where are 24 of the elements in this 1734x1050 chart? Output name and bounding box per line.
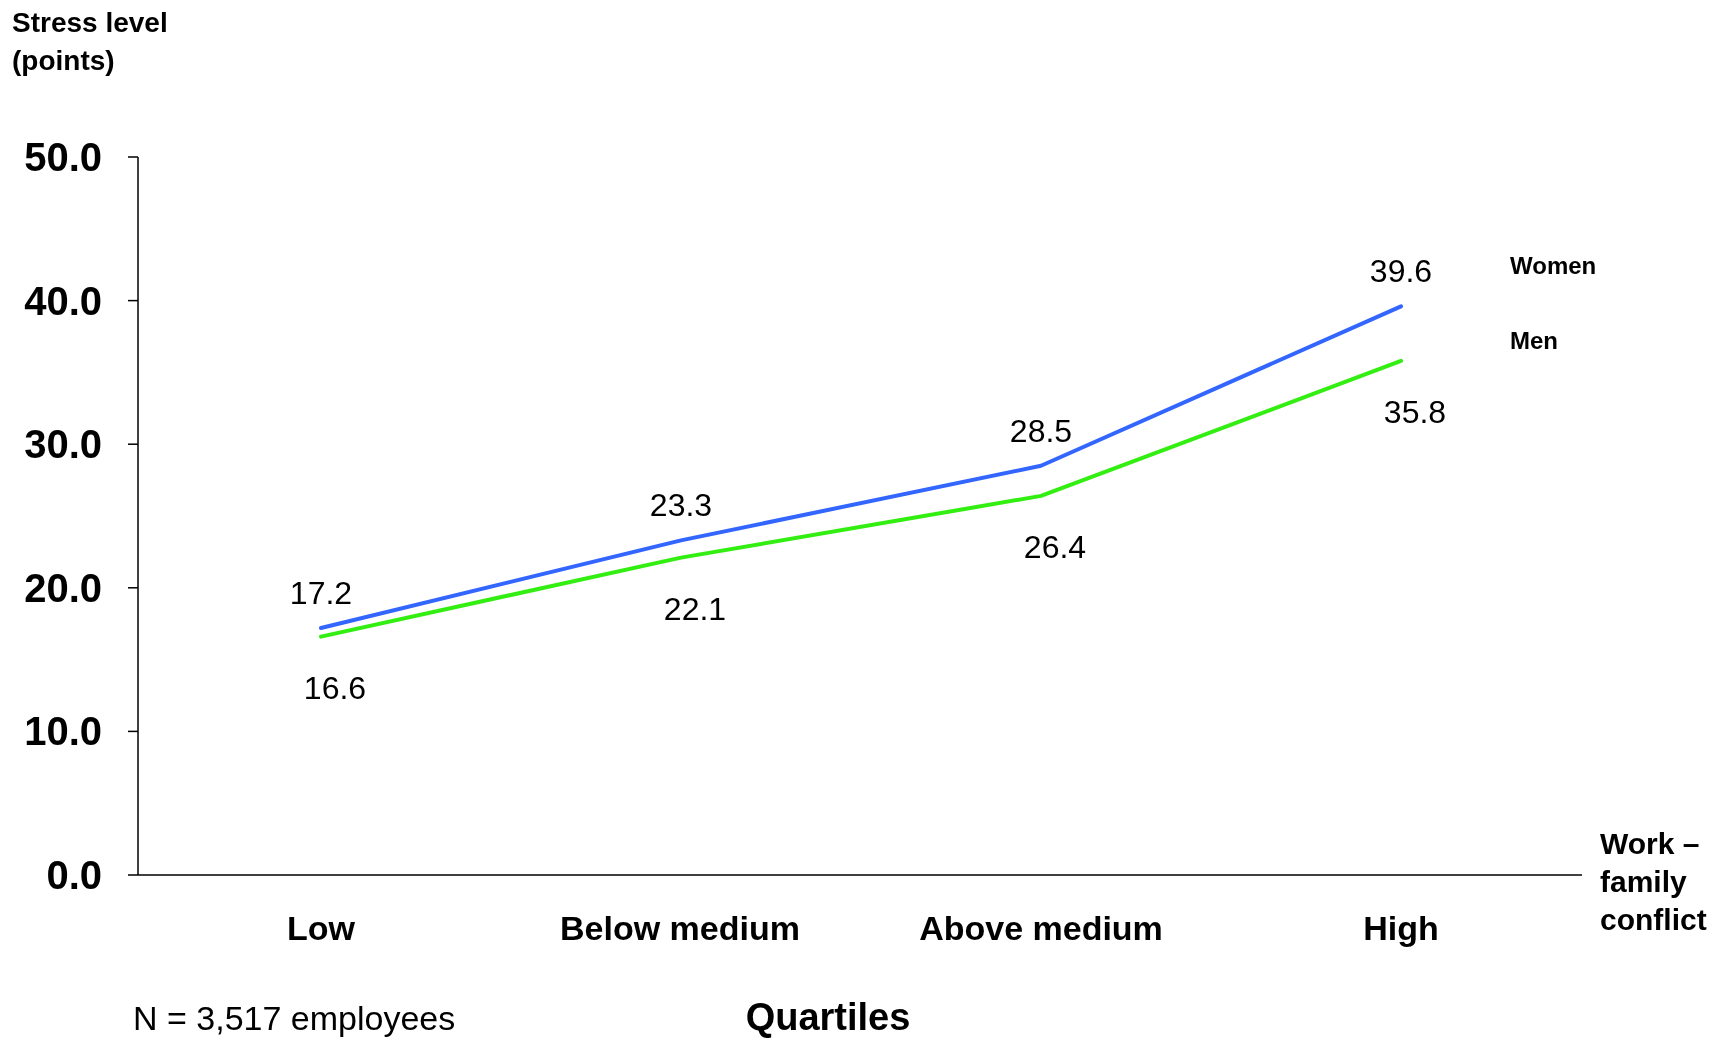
x-tick-label: Above medium bbox=[919, 909, 1163, 947]
data-label: 26.4 bbox=[1023, 528, 1087, 565]
data-label: 22.1 bbox=[663, 590, 727, 627]
y-tick-label: 30.0 bbox=[24, 422, 102, 467]
data-label: 23.3 bbox=[649, 487, 713, 524]
y-tick-label: 20.0 bbox=[24, 565, 102, 610]
x-tick-label: Low bbox=[287, 909, 356, 947]
data-label: 35.8 bbox=[1383, 393, 1447, 430]
x-axis-title: Work – family conflict bbox=[1600, 827, 1707, 936]
data-label: 28.5 bbox=[1009, 412, 1073, 449]
y-axis-title: Stress level (points) bbox=[12, 7, 168, 76]
text: Women bbox=[1510, 252, 1597, 280]
text: Quartiles bbox=[745, 996, 911, 1038]
x-tick-label: Below medium bbox=[560, 909, 800, 947]
data-label: 16.6 bbox=[303, 669, 367, 706]
y-tick-label: 10.0 bbox=[24, 709, 102, 754]
text: N = 3,517 employees bbox=[133, 999, 456, 1037]
x-tick-label: High bbox=[1363, 909, 1439, 947]
data-label: 17.2 bbox=[289, 575, 353, 612]
y-tick-label: 0.0 bbox=[46, 853, 102, 897]
y-tick-label: 50.0 bbox=[24, 135, 102, 179]
y-tick-label: 40.0 bbox=[24, 278, 102, 323]
data-label: 39.6 bbox=[1369, 253, 1433, 290]
text: Men bbox=[1510, 326, 1558, 354]
